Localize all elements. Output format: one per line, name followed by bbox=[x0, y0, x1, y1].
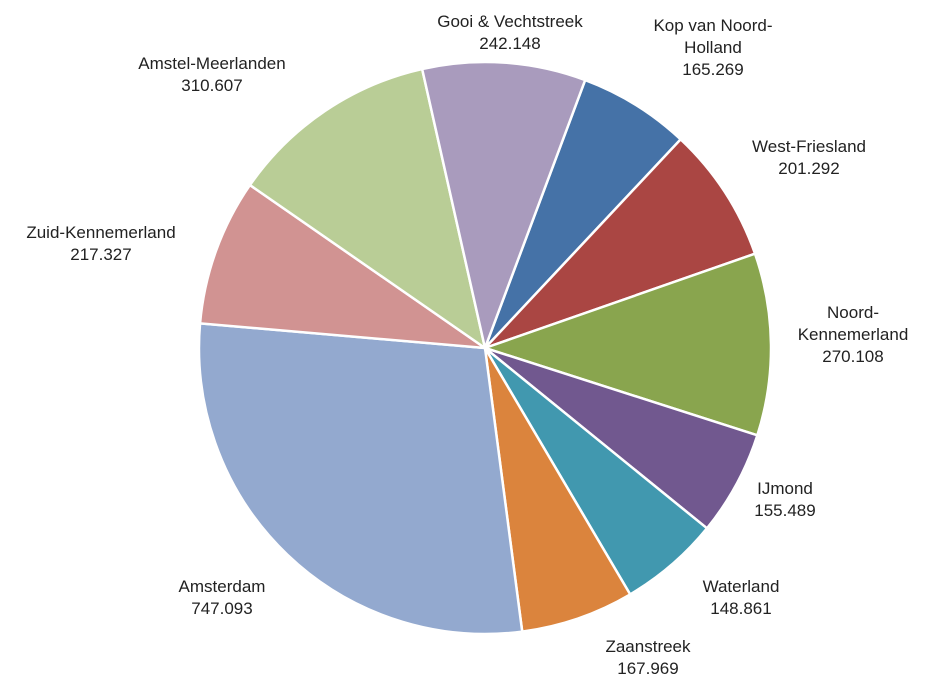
data-label-zuid-kennemerland: Zuid-Kennemerland 217.327 bbox=[26, 223, 175, 264]
data-label-category: Kop van Noord- bbox=[653, 16, 772, 35]
data-label-category: Amsterdam bbox=[179, 577, 266, 596]
data-label-category: Holland bbox=[684, 38, 742, 57]
data-label-gooi-and-vechtstreek: Gooi & Vechtstreek 242.148 bbox=[437, 12, 583, 53]
data-label-value: 747.093 bbox=[191, 599, 252, 618]
data-label-value: 201.292 bbox=[778, 159, 839, 178]
pie-slice-kop-van-noord-holland bbox=[483, 78, 683, 349]
data-label-value: 270.108 bbox=[822, 347, 883, 366]
data-label-amsterdam: Amsterdam 747.093 bbox=[179, 577, 266, 618]
slices-layer bbox=[197, 60, 773, 636]
data-label-value: 310.607 bbox=[181, 76, 242, 95]
labels-layer: Kop van Noord- Holland 165.269 West-Friesla… bbox=[26, 12, 908, 678]
data-label-category: Zuid-Kennemerland bbox=[26, 223, 175, 242]
data-label-category: West-Friesland bbox=[752, 137, 866, 156]
data-label-value: 165.269 bbox=[682, 60, 743, 79]
data-label-value: 155.489 bbox=[754, 501, 815, 520]
pie-slice-amsterdam bbox=[197, 322, 524, 636]
data-label-amstel-meerlanden: Amstel-Meerlanden 310.607 bbox=[138, 54, 285, 95]
pie-slice-zuid-kennemerland bbox=[198, 183, 490, 350]
pie-slice-west-friesland bbox=[484, 137, 757, 350]
data-label-category: Waterland bbox=[703, 577, 780, 596]
data-label-ijmond: IJmond 155.489 bbox=[754, 479, 815, 520]
data-label-category: Kennemerland bbox=[798, 325, 909, 344]
data-label-waterland: Waterland 148.861 bbox=[703, 577, 780, 618]
data-label-value: 217.327 bbox=[70, 245, 131, 264]
data-label-category: Gooi & Vechtstreek bbox=[437, 12, 583, 31]
data-label-category: Amstel-Meerlanden bbox=[138, 54, 285, 73]
data-label-value: 167.969 bbox=[617, 659, 678, 678]
data-label-zaanstreek: Zaanstreek 167.969 bbox=[605, 637, 691, 678]
pie-slice-noord-kennemerland bbox=[481, 252, 773, 437]
data-label-noord-kennemerland: Noord- Kennemerland 270.108 bbox=[798, 303, 909, 366]
pie-slice-amstel-meerlanden bbox=[248, 67, 487, 351]
data-label-west-friesland: West-Friesland 201.292 bbox=[752, 137, 866, 178]
data-label-value: 148.861 bbox=[710, 599, 771, 618]
pie-slice-gooi-and-vechtstreek bbox=[420, 60, 587, 353]
data-label-category: IJmond bbox=[757, 479, 813, 498]
data-label-value: 242.148 bbox=[479, 34, 540, 53]
data-label-kop-van-noord-holland: Kop van Noord- Holland 165.269 bbox=[653, 16, 772, 79]
pie-slice-zaanstreek bbox=[483, 347, 632, 633]
data-label-category: Zaanstreek bbox=[605, 637, 691, 656]
data-label-category: Noord- bbox=[827, 303, 879, 322]
